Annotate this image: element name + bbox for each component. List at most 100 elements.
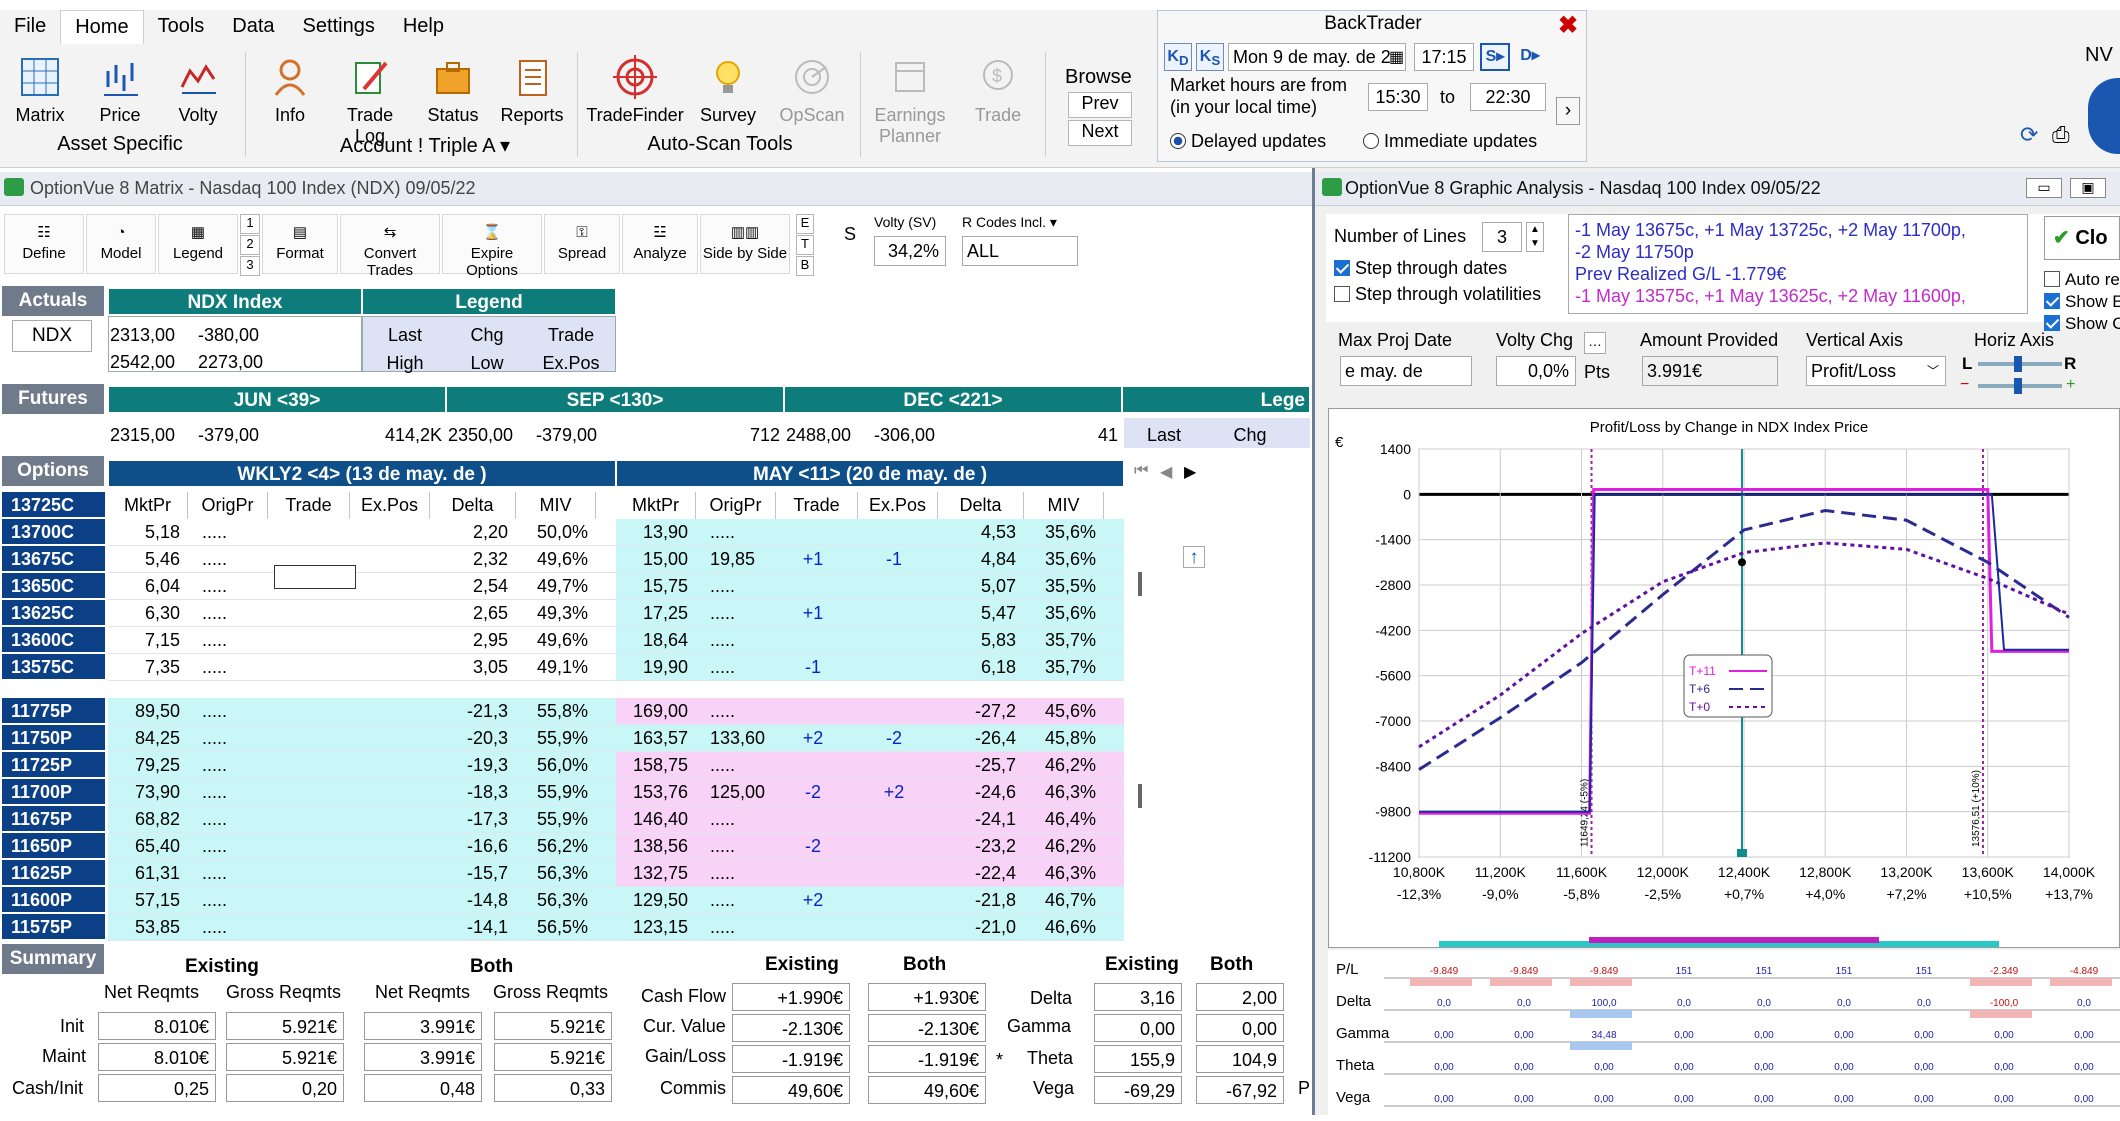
option-symbol-11575p[interactable]: 11575P <box>2 914 105 940</box>
col-header-may-mktpr[interactable]: MktPr <box>616 492 696 519</box>
menu-file[interactable]: File <box>14 15 47 37</box>
col-header-wkly-origpr[interactable]: OrigPr <box>188 492 268 519</box>
option-symbol-13575c[interactable]: 13575C <box>2 654 105 680</box>
table-cell[interactable] <box>268 627 342 654</box>
nav-next-icon[interactable]: ▶ <box>1184 464 1197 481</box>
table-cell[interactable] <box>268 725 342 752</box>
table-cell[interactable] <box>776 914 850 941</box>
table-cell[interactable]: +2 <box>802 728 824 748</box>
col-header-wkly-trade[interactable]: Trade <box>268 492 350 519</box>
table-cell[interactable]: -1 <box>804 657 821 677</box>
table-cell[interactable] <box>268 654 342 681</box>
t-button[interactable]: T <box>796 235 814 255</box>
volty-button[interactable]: Volty <box>158 55 238 126</box>
table-cell[interactable] <box>268 806 342 833</box>
table-cell[interactable]: +1 <box>802 549 824 569</box>
chevron-right-icon[interactable]: › <box>1556 97 1580 125</box>
matrix-button[interactable]: Matrix <box>0 55 80 126</box>
auto-checkbox[interactable]: Auto re <box>2044 270 2120 290</box>
spread-button[interactable]: ⚿ Spread <box>544 214 620 274</box>
vertical-axis-select[interactable]: Profit/Loss ﹀ <box>1806 356 1946 386</box>
col-header-wkly-miv[interactable]: MIV <box>516 492 596 519</box>
b-button[interactable]: B <box>796 256 814 276</box>
e-button[interactable]: E <box>796 214 814 234</box>
menu-settings[interactable]: Settings <box>302 15 375 37</box>
time-field[interactable]: 17:15 <box>1414 43 1474 71</box>
next-button[interactable]: Next <box>1068 120 1132 146</box>
option-symbol-11700p[interactable]: 11700P <box>2 779 105 805</box>
table-cell[interactable] <box>268 860 342 887</box>
table-cell[interactable] <box>268 519 342 546</box>
horiz-slider-thumb[interactable] <box>2014 356 2022 372</box>
define-button[interactable]: ☷ Define <box>4 214 84 274</box>
option-symbol-13725c[interactable]: 13725C <box>2 492 105 518</box>
table-cell[interactable] <box>268 833 342 860</box>
model-button[interactable]: ◔ Model <box>86 214 156 274</box>
expire-options-button[interactable]: ⌛ Expire Options <box>442 214 542 279</box>
col-header-may-origpr[interactable]: OrigPr <box>696 492 776 519</box>
table-cell[interactable] <box>268 887 342 914</box>
side-by-side-button[interactable]: ▥▥ Side by Side <box>700 214 790 274</box>
table-cell[interactable] <box>268 698 342 725</box>
scroll-up-arrow-icon[interactable]: ↑ <box>1183 546 1205 568</box>
col-header-wkly-mktpr[interactable]: MktPr <box>108 492 188 519</box>
prev-button[interactable]: Prev <box>1068 92 1132 118</box>
menu-home[interactable]: Home <box>60 10 144 44</box>
option-symbol-11775p[interactable]: 11775P <box>2 698 105 724</box>
calendar-picker-icon[interactable]: ▦ <box>1389 49 1405 66</box>
legend-2-button[interactable]: 2 <box>240 235 260 255</box>
col-header-may-miv[interactable]: MIV <box>1024 492 1104 519</box>
format-button[interactable]: ▤ Format <box>262 214 338 274</box>
option-symbol-11750p[interactable]: 11750P <box>2 725 105 751</box>
legend-1-button[interactable]: 1 <box>240 214 260 234</box>
nav-first-icon[interactable]: ⏮ <box>1134 462 1149 479</box>
table-cell[interactable] <box>776 573 850 600</box>
rcodes-input[interactable]: ALL <box>962 236 1078 266</box>
earnings-planner-button[interactable]: Earnings Planner <box>865 55 955 147</box>
amount-input[interactable]: 3.991€ <box>1642 356 1778 386</box>
option-symbol-11725p[interactable]: 11725P <box>2 752 105 778</box>
table-cell[interactable]: +2 <box>802 890 824 910</box>
refresh-icon[interactable]: ⟳ <box>2020 122 2039 147</box>
volty-chg-input[interactable]: 0,0% <box>1496 356 1576 386</box>
option-symbol-11650p[interactable]: 11650P <box>2 833 105 859</box>
back-day-button[interactable]: KD <box>1164 43 1192 71</box>
table-cell[interactable] <box>268 779 342 806</box>
print-icon[interactable]: ⎙ <box>2052 122 2070 147</box>
col-header-may-expos[interactable]: Ex.Pos <box>858 492 938 519</box>
option-symbol-13675c[interactable]: 13675C <box>2 546 105 572</box>
forward-day-button[interactable]: D▸ <box>1520 47 1540 64</box>
maximize-icon[interactable]: ▣ <box>2070 178 2106 198</box>
col-header-may-delta[interactable]: Delta <box>938 492 1024 519</box>
legend-button[interactable]: ▦ Legend <box>158 214 238 274</box>
actuals-symbol[interactable]: NDX <box>12 320 92 352</box>
col-header-wkly-delta[interactable]: Delta <box>430 492 516 519</box>
col-header-wkly-expos[interactable]: Ex.Pos <box>350 492 430 519</box>
nav-prev-icon[interactable]: ◀ <box>1160 464 1173 481</box>
menu-tools[interactable]: Tools <box>157 15 205 37</box>
table-cell[interactable] <box>268 600 342 627</box>
trade-button[interactable]: $ Trade <box>958 55 1038 126</box>
num-lines-spinner[interactable]: ▲ ▼ <box>1526 222 1544 252</box>
tradelog-button[interactable]: Trade Log <box>330 55 410 147</box>
option-symbol-13650c[interactable]: 13650C <box>2 573 105 599</box>
market-open-field[interactable]: 15:30 <box>1368 83 1428 111</box>
menu-data[interactable]: Data <box>232 15 275 37</box>
pl-chart[interactable]: Profit/Loss by Change in NDX Index Price… <box>1329 409 2120 949</box>
close-icon[interactable]: ✖ <box>1558 12 1579 39</box>
table-cell[interactable] <box>776 752 850 779</box>
step-dates-checkbox[interactable]: Step through dates <box>1334 258 1507 279</box>
table-cell[interactable] <box>776 519 850 546</box>
price-button[interactable]: Price <box>80 55 160 126</box>
option-symbol-13700c[interactable]: 13700C <box>2 519 105 545</box>
immediate-updates-radio[interactable]: Immediate updates <box>1363 131 1537 152</box>
info-button[interactable]: Info <box>250 55 330 126</box>
num-lines-input[interactable]: 3 <box>1482 222 1522 252</box>
table-cell[interactable] <box>776 698 850 725</box>
close-button[interactable]: ✔ Clo <box>2044 216 2120 260</box>
tradefinder-button[interactable]: TradeFinder <box>585 55 685 126</box>
more-icon[interactable]: … <box>1584 332 1606 354</box>
account-group-label[interactable]: Account ! Triple A ▾ <box>339 135 511 157</box>
legend-3-button[interactable]: 3 <box>240 256 260 276</box>
table-cell[interactable] <box>776 627 850 654</box>
